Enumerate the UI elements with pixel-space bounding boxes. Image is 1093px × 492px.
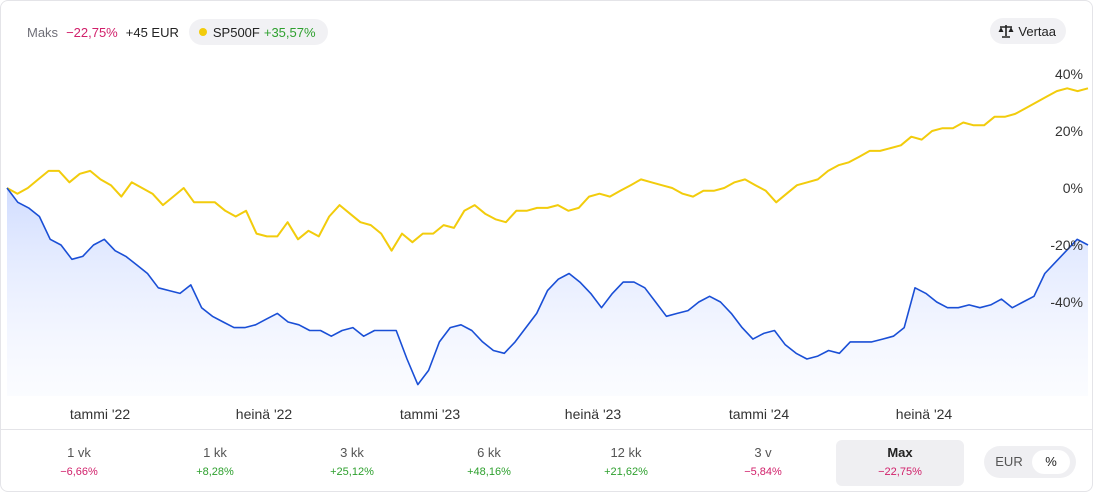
period-value: −6,66%	[60, 466, 98, 478]
period-selector: 1 vk −6,66% 1 kk +8,28% 3 kk +25,12% 6 k…	[1, 429, 1092, 491]
period-label: 3 kk	[340, 445, 364, 460]
period-value: +8,28%	[196, 466, 234, 478]
eur-toggle-option[interactable]: EUR	[995, 454, 1023, 469]
portfolio-return-eur: +45 EUR	[125, 24, 179, 40]
compare-button[interactable]: Vertaa	[990, 18, 1066, 44]
portfolio-return-pct: −22,75%	[66, 24, 118, 40]
period-value: +48,16%	[467, 466, 511, 478]
y-tick-label: -40%	[1050, 294, 1083, 310]
period-label: Maks	[27, 24, 59, 40]
benchmark-chip[interactable]: SP500F +35,57%	[188, 19, 328, 45]
x-tick-label: heinä '24	[896, 406, 953, 422]
compare-label: Vertaa	[1018, 23, 1056, 39]
x-tick-label: tammi '24	[729, 406, 789, 422]
x-tick-label: heinä '23	[565, 406, 622, 422]
period-label: 1 kk	[203, 445, 227, 460]
period-1m[interactable]: 1 kk +8,28%	[151, 440, 279, 486]
period-label: 1 vk	[67, 445, 91, 460]
period-value: −5,84%	[744, 466, 782, 478]
period-1w[interactable]: 1 vk −6,66%	[15, 440, 143, 486]
portfolio-series-line	[6, 187, 1089, 386]
period-3y[interactable]: 3 v −5,84%	[699, 440, 827, 486]
percent-toggle-option[interactable]: %	[1032, 450, 1070, 474]
currency-toggle: EUR %	[984, 446, 1076, 478]
period-value: +25,12%	[330, 466, 374, 478]
period-6m[interactable]: 6 kk +48,16%	[425, 440, 553, 486]
x-tick-label: tammi '23	[400, 406, 460, 422]
period-label: Max	[887, 445, 913, 460]
period-value: −22,75%	[878, 466, 922, 478]
period-12m[interactable]: 12 kk +21,62%	[562, 440, 690, 486]
period-label: 12 kk	[610, 445, 642, 460]
period-value: +21,62%	[604, 466, 648, 478]
period-label: 6 kk	[477, 445, 501, 460]
y-tick-label: 20%	[1055, 123, 1083, 139]
benchmark-series-line	[6, 87, 1089, 252]
chart-legend: Maks −22,75% +45 EUR SP500F +35,57%	[27, 19, 328, 45]
x-tick-label: tammi '22	[70, 406, 130, 422]
performance-chart: 40% 20% 0% -20% -40% tammi '22 heinä '22 tammi …	[6, 66, 1089, 422]
benchmark-name: SP500F	[212, 24, 260, 40]
period-label: 3 v	[754, 445, 772, 460]
scale-icon	[998, 25, 1014, 38]
benchmark-return-pct: +35,57%	[263, 24, 316, 40]
period-max[interactable]: Max −22,75%	[836, 440, 964, 486]
y-tick-label: -20%	[1050, 237, 1083, 253]
x-tick-label: heinä '22	[236, 406, 293, 422]
y-tick-label: 0%	[1063, 180, 1083, 196]
period-3m[interactable]: 3 kk +25,12%	[288, 440, 416, 486]
y-tick-label: 40%	[1055, 66, 1083, 82]
benchmark-dot-icon	[198, 28, 207, 36]
